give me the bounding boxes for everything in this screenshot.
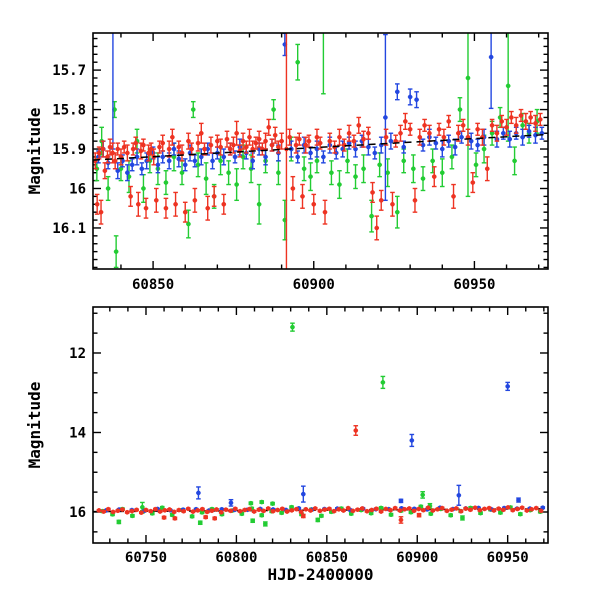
panel-frame	[92, 32, 549, 270]
y-tick-label: 15.8	[52, 103, 86, 119]
y-tick-label: 15.9	[52, 142, 86, 158]
y-tick-label: 16	[69, 505, 86, 521]
panel-frame	[92, 306, 549, 544]
x-axis-title: HJD-2400000	[268, 565, 374, 584]
y-tick-label: 16.1	[52, 221, 86, 237]
x-tick-label: 60850	[306, 550, 348, 566]
x-tick-label: 60950	[487, 550, 529, 566]
series-blue	[103, 381, 546, 513]
series-red	[93, 33, 543, 269]
y-axis-title: Magnitude	[25, 382, 44, 469]
y-tick-label: 16	[69, 181, 86, 197]
x-tick-label: 60800	[215, 550, 257, 566]
panel-bottom: 60750 60800 60850 60900 60950 12 14 16 Magnitude…	[25, 306, 549, 584]
x-tick-label: 60900	[293, 277, 335, 293]
x-tick-label: 60850	[132, 277, 174, 293]
x-tick-label: 60900	[396, 550, 438, 566]
x-tick-label: 60950	[453, 277, 495, 293]
y-axis-title: Magnitude	[25, 108, 44, 195]
axis-labels: 60750 60800 60850 60900 60950 12 14 16 Magnitude…	[25, 346, 529, 584]
x-tick-label: 60750	[125, 550, 167, 566]
panel-top: 60850 60900 60950 15.7 15.8 15.9 16 16.1 Magnitu…	[25, 32, 549, 293]
y-tick-label: 12	[69, 346, 86, 362]
axis-labels: 60850 60900 60950 15.7 15.8 15.9 16 16.1 Magnitu…	[25, 63, 495, 293]
trend-line	[93, 133, 548, 161]
series-red	[96, 425, 544, 524]
y-tick-label: 15.7	[52, 63, 86, 79]
series-green	[100, 322, 543, 527]
y-tick-label: 14	[69, 425, 86, 441]
series-blue	[96, 33, 545, 202]
